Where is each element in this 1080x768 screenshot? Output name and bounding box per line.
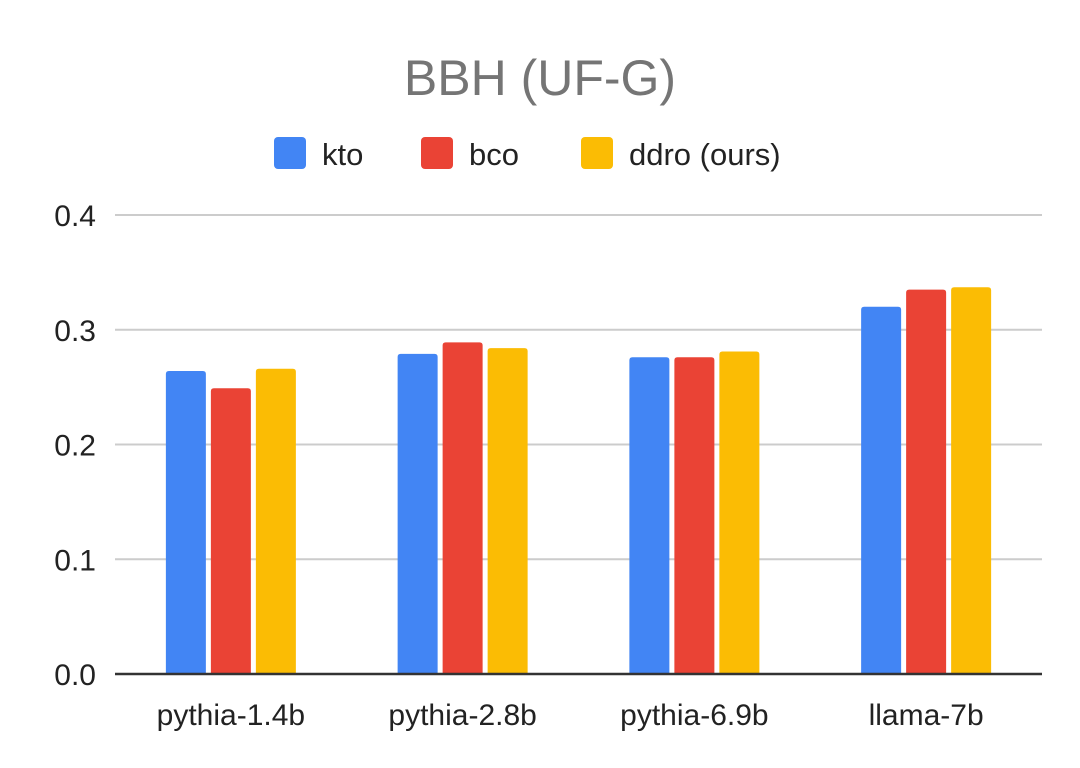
bar-ddro-pythia-6.9b (719, 351, 760, 674)
y-tick-label: 0.2 (54, 430, 96, 463)
legend-label: bco (469, 137, 519, 172)
legend-item-kto: kto (274, 137, 363, 172)
x-tick-label: llama-7b (869, 699, 984, 732)
bar-ddro-pythia-2.8b (487, 348, 528, 674)
bar-bco-llama-7b (906, 289, 947, 674)
bar-ddro-pythia-1.4b (255, 368, 296, 674)
bar-bco-pythia-1.4b (210, 388, 251, 674)
bar-bco-pythia-6.9b (674, 357, 715, 674)
y-axis: 0.0 0.1 0.2 0.3 0.4 (54, 200, 96, 692)
legend-swatch (581, 137, 613, 169)
chart-title: BBH (UF-G) (404, 50, 676, 106)
x-tick-label: pythia-6.9b (620, 699, 768, 732)
x-axis: pythia-1.4b pythia-2.8b pythia-6.9b llama-7… (115, 672, 1042, 732)
y-tick-label: 0.0 (54, 659, 96, 692)
legend-label: kto (322, 137, 363, 172)
gridlines (115, 214, 1042, 561)
x-tick-label: pythia-1.4b (157, 699, 305, 732)
bar-kto-pythia-6.9b (629, 357, 670, 674)
legend-item-ddro: ddro (ours) (581, 137, 781, 172)
bar-kto-llama-7b (861, 306, 902, 674)
bars (165, 287, 992, 674)
y-tick-label: 0.4 (54, 200, 96, 233)
bar-ddro-llama-7b (951, 287, 992, 674)
y-tick-label: 0.1 (54, 544, 96, 577)
bar-bco-pythia-2.8b (442, 342, 483, 674)
bar-kto-pythia-2.8b (397, 353, 438, 674)
legend-label: ddro (ours) (629, 137, 781, 172)
legend: kto bco ddro (ours) (274, 137, 781, 172)
y-tick-label: 0.3 (54, 315, 96, 348)
legend-swatch (274, 137, 306, 169)
bar-kto-pythia-1.4b (165, 371, 206, 674)
legend-item-bco: bco (421, 137, 519, 172)
legend-swatch (421, 137, 453, 169)
x-tick-label: pythia-2.8b (388, 699, 536, 732)
